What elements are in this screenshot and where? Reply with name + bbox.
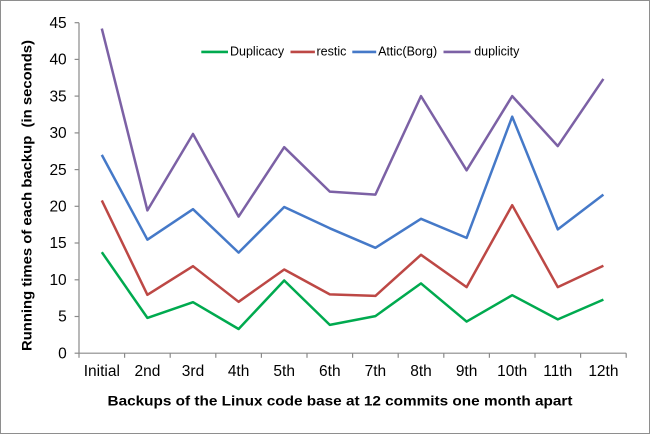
svg-text:restic: restic [317, 44, 347, 58]
svg-text:duplicity: duplicity [474, 44, 520, 58]
svg-text:Backups of the Linux code base: Backups of the Linux code base at 12 com… [108, 394, 574, 409]
svg-text:3rd: 3rd [182, 363, 204, 380]
svg-text:25: 25 [49, 162, 66, 179]
svg-text:10th: 10th [497, 363, 527, 380]
svg-text:Initial: Initial [84, 363, 120, 380]
svg-text:Running times of each backup: Running times of each backup (in seconds… [20, 40, 35, 351]
svg-text:4th: 4th [228, 363, 250, 380]
svg-text:35: 35 [49, 88, 66, 105]
svg-text:11th: 11th [543, 363, 572, 380]
svg-text:45: 45 [49, 15, 66, 32]
svg-text:30: 30 [49, 125, 67, 142]
svg-text:0: 0 [58, 345, 67, 362]
svg-text:9th: 9th [456, 363, 478, 380]
svg-text:5th: 5th [273, 363, 295, 380]
svg-text:8th: 8th [410, 363, 432, 380]
svg-text:Attic(Borg): Attic(Borg) [378, 44, 437, 58]
svg-text:7th: 7th [365, 363, 387, 380]
svg-text:15: 15 [49, 235, 66, 252]
svg-text:40: 40 [49, 52, 67, 69]
svg-text:5: 5 [58, 309, 67, 326]
svg-text:6th: 6th [319, 363, 341, 380]
svg-text:12th: 12th [588, 363, 618, 380]
svg-text:10: 10 [49, 272, 67, 289]
svg-text:2nd: 2nd [134, 363, 160, 380]
svg-text:Duplicacy: Duplicacy [230, 44, 285, 58]
svg-text:20: 20 [49, 199, 67, 216]
